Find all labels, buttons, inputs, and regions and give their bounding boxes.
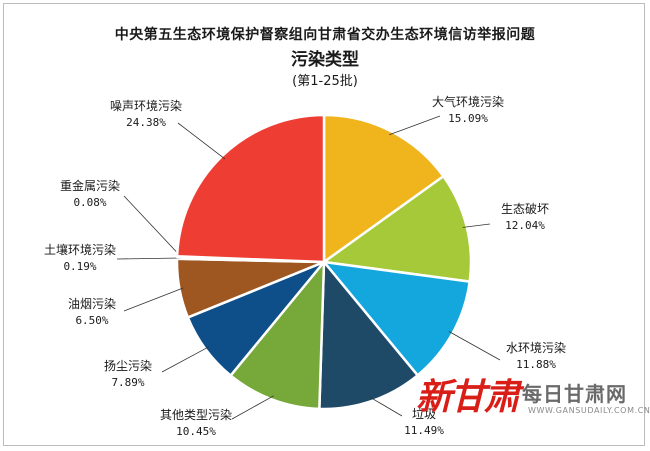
pie-slice (322, 113, 445, 264)
leader-line (462, 223, 491, 228)
watermark-daily: 每日甘肃网 (522, 382, 627, 406)
leader-line (177, 122, 226, 160)
slice-value-label: 15.09% (448, 112, 488, 125)
slice-value-label: 11.49% (404, 424, 444, 437)
watermark-brand: 新甘肃 (416, 376, 520, 418)
leader-line (389, 115, 441, 136)
slice-value-label: 7.89% (111, 376, 144, 389)
pie-slice (175, 113, 326, 264)
slice-category-label: 油烟污染 (68, 296, 116, 311)
leader-line (161, 346, 209, 373)
leader-line (231, 395, 274, 420)
chart-note: (第1-25批) (292, 74, 358, 89)
slice-value-label: 10.45% (176, 425, 216, 438)
leader-line (116, 257, 182, 260)
slice-category-label: 大气环境污染 (432, 94, 504, 109)
slice-category-label: 土壤环境污染 (44, 242, 116, 257)
chart-title: 中央第五生态环境保护督察组向甘肃省交办生态环境信访举报问题 (114, 27, 536, 43)
slice-value-label: 11.88% (516, 358, 556, 371)
slice-value-label: 0.08% (73, 196, 106, 209)
pie-slice (229, 260, 326, 411)
leader-line (123, 287, 184, 312)
slice-value-label: 6.50% (75, 314, 108, 327)
pie-slice (318, 260, 419, 411)
slice-category-label: 扬尘污染 (104, 358, 152, 373)
slice-value-label: 24.38% (126, 116, 166, 129)
slice-value-label: 0.19% (63, 260, 96, 273)
chart-subtitle: 污染类型 (291, 50, 359, 70)
leader-line (369, 396, 403, 417)
slice-value-label: 12.04% (505, 219, 545, 232)
slice-category-label: 其他类型污染 (160, 407, 232, 422)
slice-category-label: 垃圾 (412, 406, 436, 421)
slice-category-label: 噪声环境污染 (110, 98, 182, 113)
watermark: 新甘肃 每日甘肃网 WWW.GANSUDAILY.COM.CN (410, 368, 650, 428)
pie-slice (322, 175, 473, 283)
leader-line (448, 331, 501, 361)
slice-category-label: 重金属污染 (60, 178, 120, 193)
slice-category-label: 生态破坏 (501, 201, 549, 216)
watermark-url: WWW.GANSUDAILY.COM.CN (528, 406, 650, 415)
slice-category-label: 水环境污染 (506, 340, 566, 355)
leader-line (123, 195, 182, 258)
